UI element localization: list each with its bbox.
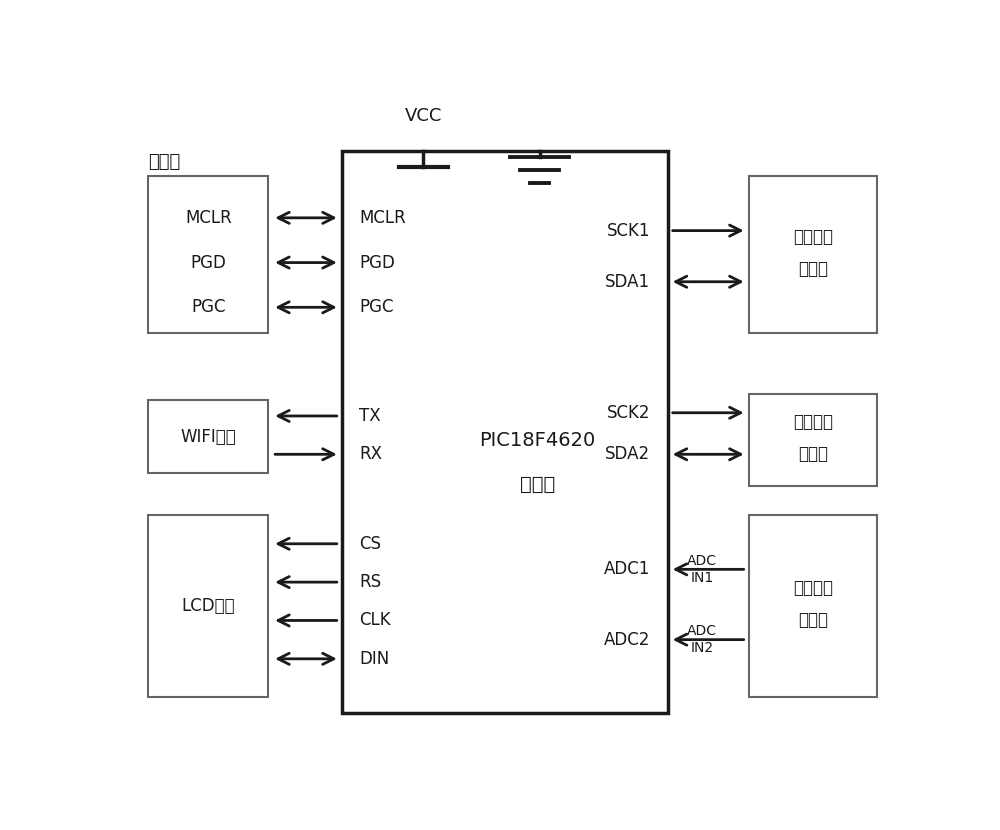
Bar	[148, 400, 268, 473]
Text: SCK1: SCK1	[607, 222, 650, 240]
Text: MCLR: MCLR	[359, 209, 406, 227]
Text: RX: RX	[359, 446, 382, 463]
Text: PIC18F4620: PIC18F4620	[479, 431, 595, 450]
Text: MCLR: MCLR	[185, 209, 232, 227]
Text: VCC: VCC	[405, 106, 442, 124]
Text: 入电路: 入电路	[798, 611, 828, 629]
Text: 入接口: 入接口	[798, 445, 828, 463]
Text: 入接口: 入接口	[798, 260, 828, 278]
Text: PGD: PGD	[359, 254, 395, 271]
Text: CLK: CLK	[359, 612, 391, 629]
Text: 数字量输: 数字量输	[793, 227, 833, 246]
Text: PGC: PGC	[191, 298, 226, 316]
Bar	[749, 393, 877, 486]
Bar	[148, 176, 268, 333]
Text: SCK2: SCK2	[607, 403, 650, 422]
Text: DIN: DIN	[359, 650, 389, 668]
Text: ADC
IN1: ADC IN1	[687, 554, 717, 585]
Text: 数字量输: 数字量输	[793, 413, 833, 431]
Text: WIFI模块: WIFI模块	[180, 427, 236, 446]
Text: 模拟量输: 模拟量输	[793, 579, 833, 598]
Text: PGC: PGC	[359, 298, 394, 316]
Bar	[148, 515, 268, 697]
Bar	[749, 515, 877, 697]
Text: SDA1: SDA1	[605, 273, 650, 290]
Text: TX: TX	[359, 407, 381, 425]
Bar	[749, 176, 877, 333]
Text: ADC1: ADC1	[604, 560, 650, 579]
Text: ADC2: ADC2	[604, 631, 650, 648]
Text: PGD: PGD	[190, 254, 226, 271]
Bar	[342, 151, 668, 713]
Text: CS: CS	[359, 535, 381, 553]
Text: 下载器: 下载器	[148, 154, 180, 171]
Text: ADC
IN2: ADC IN2	[687, 624, 717, 656]
Text: RS: RS	[359, 574, 381, 591]
Text: LCD液晶: LCD液晶	[182, 597, 235, 615]
Text: SDA2: SDA2	[605, 446, 650, 463]
Text: 单片机: 单片机	[520, 476, 555, 495]
